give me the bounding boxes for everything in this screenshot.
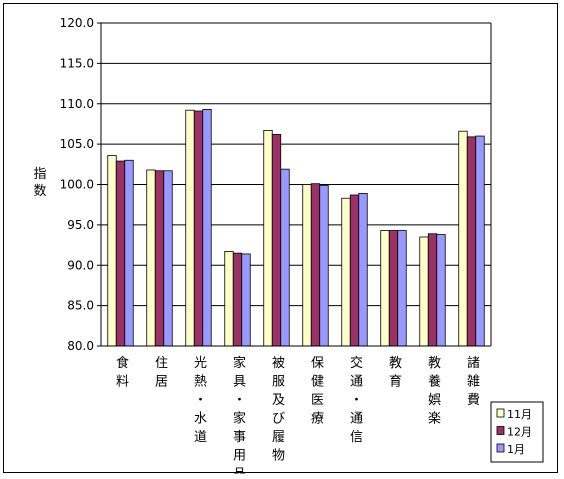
- bar-2-9: [475, 135, 485, 347]
- bar-0-7: [380, 230, 390, 347]
- bar-1-0: [115, 160, 126, 347]
- y-tick-label: 95.0: [67, 218, 94, 232]
- category-label: 被服及び履物: [272, 356, 285, 464]
- bar-2-0: [124, 159, 134, 347]
- bar-1-8: [427, 233, 438, 347]
- legend-label-0: 11月: [507, 408, 532, 421]
- legend-swatch-2: [496, 443, 505, 453]
- y-axis-title: 指数: [33, 167, 46, 199]
- bar-0-6: [341, 197, 351, 347]
- bar-2-6: [358, 192, 368, 347]
- y-tick-labels: 80.0 85.0 90.0 95.0 100.0 105.0 110.0 115.0 120.…: [60, 16, 94, 353]
- category-label: 交通・通信: [350, 355, 363, 445]
- legend: 11月 12月 1月: [490, 401, 544, 463]
- category-label: 家具・家事用品: [233, 355, 246, 474]
- y-tick-label: 110.0: [60, 97, 94, 111]
- bar-0-3: [224, 251, 234, 347]
- category-label: 諸雑費: [467, 355, 480, 408]
- bar-2-5: [319, 184, 329, 347]
- bar-0-5: [302, 184, 312, 347]
- y-tick-label: 100.0: [60, 178, 94, 192]
- bar-1-2: [193, 110, 204, 347]
- bar-0-2: [185, 109, 195, 347]
- bar-1-3: [232, 252, 243, 347]
- bar-1-4: [271, 134, 282, 347]
- category-label: 光熱・水道: [194, 356, 207, 445]
- y-axis-label: 指数: [33, 167, 46, 199]
- y-tick-label: 85.0: [67, 299, 94, 313]
- bar-0-0: [107, 155, 117, 347]
- category-label: 保健医療: [311, 356, 324, 427]
- bar-2-3: [241, 253, 251, 347]
- y-tick-label: 105.0: [60, 137, 94, 151]
- bar-chart: 80.0 85.0 90.0 95.0 100.0 105.0 110.0 115.0 120.…: [33, 16, 544, 474]
- bar-2-8: [436, 234, 446, 347]
- bar-1-9: [466, 136, 477, 347]
- y-tick-label: 120.0: [60, 16, 94, 30]
- chart-frame: 80.0 85.0 90.0 95.0 100.0 105.0 110.0 115.0 120.…: [3, 3, 558, 474]
- bar-2-2: [202, 109, 212, 347]
- axes: [100, 22, 492, 347]
- legend-swatch-0: [496, 408, 505, 418]
- category-label: 教養娯楽: [428, 355, 441, 427]
- legend-label-1: 12月: [507, 426, 532, 439]
- category-label: 食料: [116, 355, 129, 390]
- category-label: 住居: [155, 356, 168, 390]
- bar-1-1: [154, 170, 165, 347]
- y-tick-label: 80.0: [67, 339, 94, 353]
- bar-2-7: [397, 230, 407, 347]
- bar-0-8: [419, 236, 429, 347]
- legend-swatch-1: [496, 426, 505, 435]
- y-tick-label: 115.0: [60, 56, 94, 70]
- bar-0-1: [146, 169, 156, 347]
- category-label: 教育: [389, 355, 402, 390]
- legend-label-2: 1月: [507, 443, 525, 456]
- bar-2-4: [280, 168, 290, 347]
- bar-0-9: [458, 130, 468, 347]
- bar-1-5: [310, 183, 321, 347]
- y-tick-label: 90.0: [67, 258, 94, 272]
- bar-1-6: [349, 194, 360, 347]
- bar-2-1: [163, 170, 173, 347]
- bars: [107, 109, 485, 347]
- bar-0-4: [263, 129, 273, 347]
- bar-1-7: [388, 230, 399, 347]
